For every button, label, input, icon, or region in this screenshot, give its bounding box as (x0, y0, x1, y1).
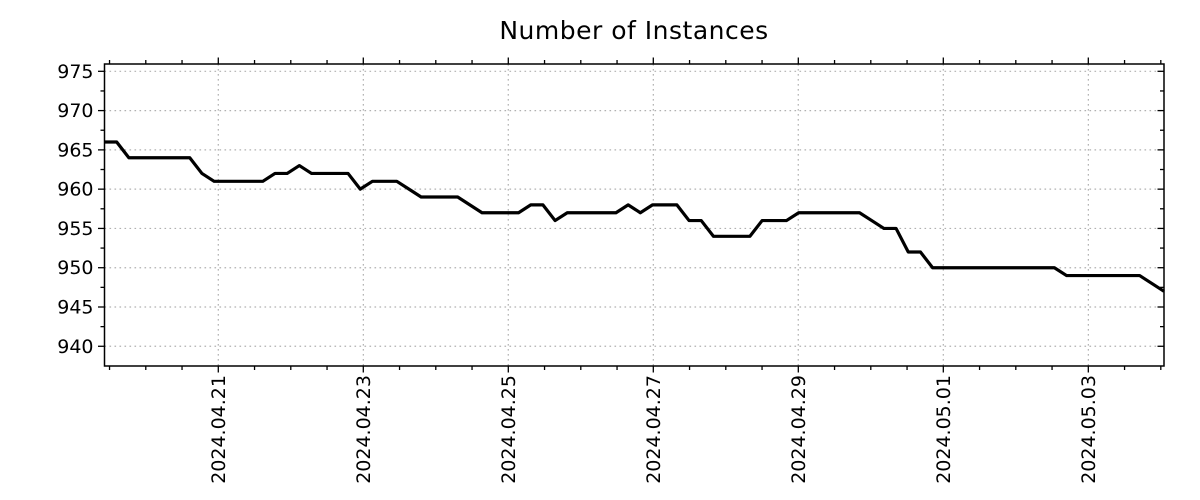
x-tick-label: 2024.05.03 (1078, 375, 1100, 484)
y-tick-label: 970 (57, 100, 93, 122)
x-tick-label: 2024.04.25 (498, 375, 520, 484)
y-tick-labels: 940 945 950 955 960 965 970 975 (57, 61, 93, 358)
y-tick-label: 965 (57, 139, 93, 161)
series-line (104, 140, 1165, 293)
gridlines (104, 64, 1164, 366)
y-tick-label: 950 (57, 257, 93, 279)
x-tick-label: 2024.04.23 (353, 375, 375, 484)
x-tick-labels: 2024.04.21 2024.04.23 2024.04.25 2024.04.27… (208, 375, 1100, 484)
y-tick-label: 960 (57, 179, 93, 201)
y-tick-label: 975 (57, 61, 93, 83)
plot-border (103, 63, 1165, 367)
x-tick-label: 2024.04.29 (788, 375, 810, 484)
x-tick-label: 2024.04.21 (208, 375, 230, 484)
axis-ticks (98, 57, 1164, 373)
y-tick-label: 955 (57, 218, 93, 240)
y-tick-label: 945 (57, 296, 93, 318)
x-tick-label: 2024.05.01 (933, 375, 955, 484)
y-tick-label: 940 (57, 336, 93, 358)
chart-title: Number of Instances (499, 16, 769, 45)
x-tick-label: 2024.04.27 (643, 375, 665, 484)
